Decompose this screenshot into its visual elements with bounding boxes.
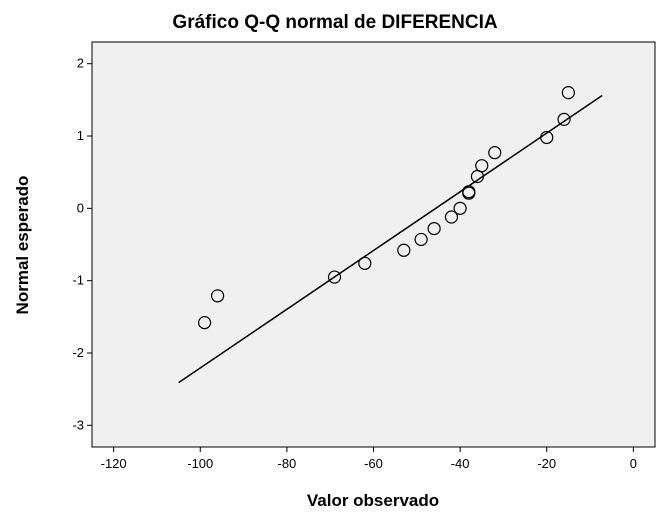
point: [358, 256, 372, 270]
y-tick-label: -3: [72, 417, 84, 432]
x-axis-label: Valor observado: [307, 491, 439, 510]
point: [462, 185, 476, 199]
point: [327, 270, 342, 284]
point: [475, 159, 489, 173]
point: [198, 316, 212, 330]
point: [540, 130, 554, 145]
point: [488, 146, 502, 160]
y-tick-label: 1: [77, 128, 84, 143]
x-tick-label: -80: [277, 456, 296, 471]
point: [414, 232, 428, 247]
point: [210, 289, 225, 303]
x-tick-label: -100: [187, 456, 213, 471]
y-tick-label: -1: [72, 273, 84, 288]
x-tick-label: -60: [364, 456, 383, 471]
x-tick-label: -40: [451, 456, 470, 471]
chart-title: Gráfico Q-Q normal de DIFERENCIA: [172, 12, 497, 33]
point: [397, 243, 411, 257]
point: [444, 210, 459, 224]
y-tick-label: 2: [77, 56, 84, 71]
x-tick-label: -120: [101, 456, 127, 471]
reference-line: [178, 94, 603, 384]
y-tick-label: -2: [72, 345, 84, 360]
x-tick-label: -20: [537, 456, 556, 471]
y-tick-label: 0: [77, 200, 84, 215]
x-tick-label: 0: [630, 456, 637, 471]
point: [427, 221, 441, 236]
point: [557, 112, 571, 126]
y-axis-label: Normal esperado: [13, 176, 32, 315]
point: [561, 86, 575, 100]
point: [453, 201, 467, 215]
plot-area: [91, 41, 656, 448]
